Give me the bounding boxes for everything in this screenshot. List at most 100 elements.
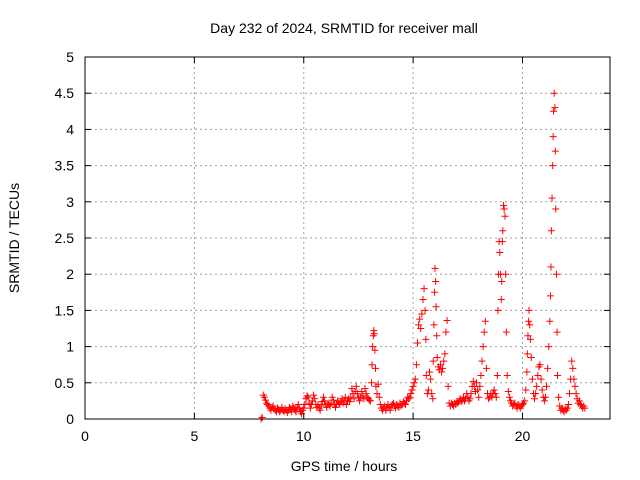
data-point <box>500 205 508 213</box>
data-point <box>575 397 583 405</box>
data-point <box>523 368 531 376</box>
data-point <box>429 395 437 403</box>
data-point <box>536 361 544 369</box>
data-point <box>569 364 577 372</box>
data-point <box>361 385 369 393</box>
y-tick-label: 1 <box>66 339 74 355</box>
data-point <box>511 399 519 407</box>
data-point <box>408 386 416 394</box>
data-point <box>533 382 541 390</box>
data-point <box>347 393 355 401</box>
data-point <box>551 104 559 112</box>
data-point <box>261 396 269 404</box>
data-point <box>422 335 430 343</box>
data-point <box>566 390 574 398</box>
y-tick-label: 5 <box>66 49 74 65</box>
data-point <box>329 396 337 404</box>
data-point <box>540 397 548 405</box>
data-point <box>442 328 450 336</box>
y-tick-label: 4 <box>66 121 74 137</box>
data-point <box>469 377 477 385</box>
data-point <box>563 404 571 412</box>
data-point <box>405 395 413 403</box>
y-tick-label: 0.5 <box>55 375 75 391</box>
data-point <box>427 375 435 383</box>
y-tick-label: 1.5 <box>55 302 75 318</box>
data-point <box>525 317 533 325</box>
data-point <box>365 396 373 404</box>
data-point <box>457 398 465 406</box>
data-point <box>502 328 510 336</box>
data-point <box>412 361 420 369</box>
data-point <box>479 343 487 351</box>
data-point <box>545 343 553 351</box>
data-point <box>494 306 502 314</box>
data-point <box>547 292 554 300</box>
data-point <box>417 325 425 332</box>
data-point <box>564 401 572 409</box>
data-point <box>432 303 440 311</box>
data-point <box>534 372 542 380</box>
data-point <box>258 414 266 422</box>
y-tick-label: 2 <box>66 266 74 282</box>
data-point <box>502 270 510 278</box>
data-point <box>490 386 498 394</box>
data-point <box>409 382 417 390</box>
data-point <box>353 390 361 398</box>
data-point <box>532 390 540 398</box>
data-point <box>553 328 561 336</box>
y-axis-label: SRMTID / TECUs <box>6 183 22 293</box>
data-point <box>571 382 579 390</box>
data-point <box>474 386 482 394</box>
data-point <box>323 403 331 411</box>
data-point <box>478 357 486 365</box>
data-point <box>411 375 419 383</box>
data-point <box>443 317 451 325</box>
data-point <box>373 390 381 398</box>
x-tick-label: 5 <box>190 428 198 444</box>
data-point <box>370 330 378 338</box>
data-point <box>368 361 376 369</box>
x-tick-label: 15 <box>405 428 421 444</box>
data-point <box>498 238 506 246</box>
data-point <box>444 382 452 390</box>
data-point <box>523 350 531 358</box>
data-point <box>528 375 536 383</box>
data-point <box>576 401 584 409</box>
data-point <box>519 401 526 409</box>
data-point <box>538 386 546 394</box>
data-point <box>433 353 441 361</box>
data-point <box>476 382 484 390</box>
data-point <box>426 368 434 376</box>
data-point <box>526 335 534 343</box>
data-point <box>551 147 559 155</box>
data-point <box>524 332 532 340</box>
x-tick-label: 20 <box>515 428 531 444</box>
data-point <box>429 357 437 365</box>
data-point <box>260 393 268 401</box>
data-point <box>368 379 376 387</box>
data-point <box>475 393 483 401</box>
data-point <box>431 288 439 296</box>
data-point <box>547 263 555 271</box>
x-axis-label: GPS time / hours <box>291 458 398 474</box>
data-point <box>433 332 441 340</box>
data-point <box>541 393 549 401</box>
data-point <box>328 393 336 401</box>
data-point <box>581 404 589 412</box>
axis-ticks <box>84 56 610 420</box>
data-point <box>376 401 384 409</box>
data-point <box>501 212 509 220</box>
data-point <box>264 401 272 409</box>
data-point <box>418 310 426 318</box>
chart-title: Day 232 of 2024, SRMTID for receiver mal… <box>210 20 478 36</box>
x-tick-label: 0 <box>81 428 89 444</box>
data-point <box>439 364 447 372</box>
data-point <box>352 382 360 390</box>
data-point <box>503 372 511 380</box>
data-point <box>521 397 529 405</box>
data-point <box>424 386 432 394</box>
data-point <box>570 375 578 383</box>
data-point <box>497 296 505 304</box>
